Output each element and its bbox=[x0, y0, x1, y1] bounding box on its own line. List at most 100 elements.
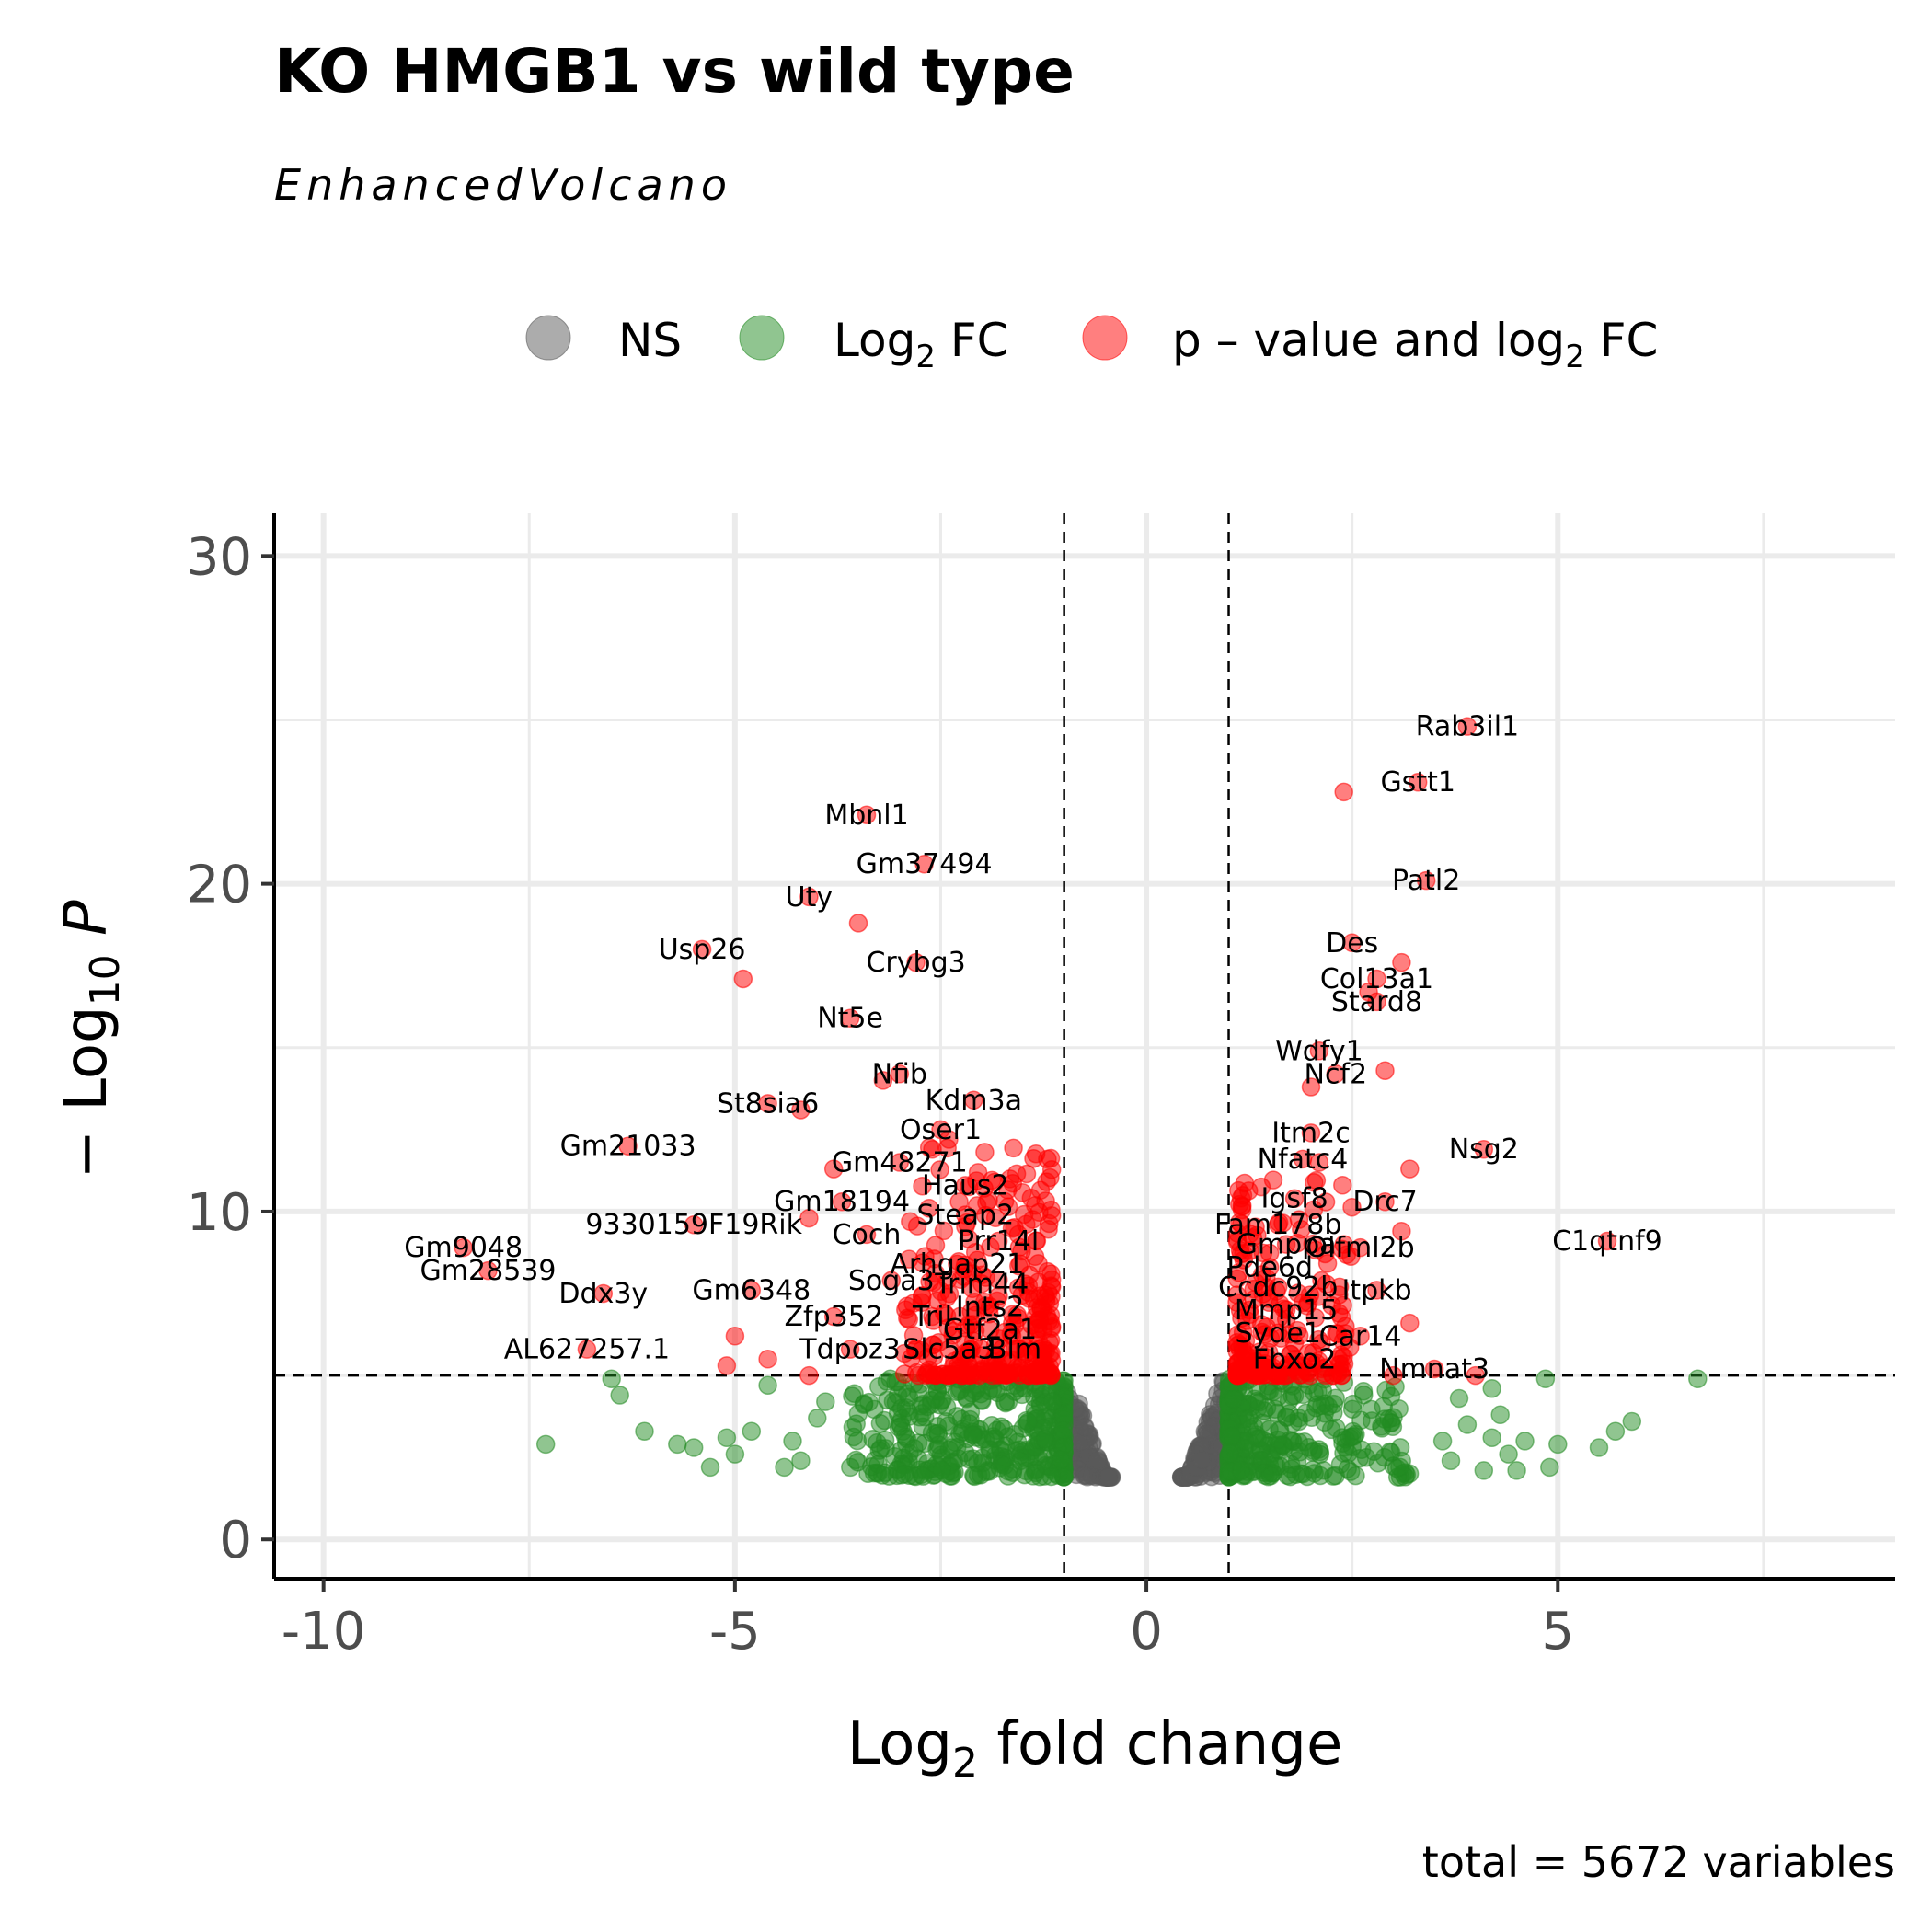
data-point bbox=[742, 1281, 762, 1300]
data-point bbox=[700, 1457, 720, 1478]
data-point bbox=[956, 1176, 975, 1195]
gene-label: Patl2 bbox=[1392, 865, 1460, 897]
data-point bbox=[937, 1270, 958, 1290]
data-point bbox=[857, 1225, 877, 1245]
data-point bbox=[956, 1205, 975, 1225]
data-point bbox=[1012, 1385, 1032, 1405]
data-point bbox=[891, 1416, 911, 1436]
data-point bbox=[791, 1451, 811, 1470]
gene-label: Tril bbox=[912, 1301, 952, 1333]
data-point bbox=[913, 1176, 932, 1196]
data-point bbox=[1333, 1176, 1352, 1195]
data-point bbox=[1227, 1293, 1247, 1313]
data-point bbox=[1605, 1421, 1626, 1441]
y-tick-label: 0 bbox=[219, 1511, 252, 1570]
x-axis-title: Log2 fold change bbox=[847, 1710, 1343, 1787]
gene-label: Gm9048 bbox=[404, 1232, 523, 1264]
data-point bbox=[931, 1120, 950, 1140]
gene-label: Gm37494 bbox=[857, 848, 993, 880]
data-point bbox=[975, 1143, 995, 1162]
gene-label: Stard8 bbox=[1331, 986, 1422, 1018]
data-point bbox=[1238, 1409, 1259, 1428]
gene-label: Igsf8 bbox=[1261, 1183, 1328, 1215]
data-point bbox=[1367, 969, 1386, 989]
data-point bbox=[1002, 1218, 1022, 1238]
data-point bbox=[758, 1375, 777, 1396]
gene-label: Drc7 bbox=[1352, 1186, 1417, 1218]
data-point bbox=[1301, 1123, 1321, 1143]
data-point bbox=[1324, 1394, 1344, 1414]
data-point bbox=[924, 1347, 944, 1367]
data-point bbox=[891, 1441, 911, 1460]
gene-label: Nsg2 bbox=[1449, 1133, 1519, 1166]
data-point bbox=[964, 1090, 983, 1110]
gene-label: Mbnl1 bbox=[824, 799, 908, 832]
data-point bbox=[1293, 1149, 1313, 1169]
legend-ns-marker bbox=[525, 315, 571, 361]
data-point bbox=[816, 1392, 835, 1411]
data-point bbox=[974, 1179, 994, 1198]
x-tick-label: -5 bbox=[709, 1602, 761, 1662]
data-point bbox=[1375, 1061, 1395, 1080]
data-point bbox=[725, 1444, 745, 1464]
data-point bbox=[791, 1100, 811, 1120]
chart-title: KO HMGB1 vs wild type bbox=[274, 36, 1075, 107]
data-point bbox=[875, 1463, 895, 1482]
data-point bbox=[1029, 1364, 1049, 1385]
gene-label: Ints2 bbox=[956, 1291, 1024, 1323]
data-point bbox=[1260, 1466, 1281, 1486]
y-tick-label: 10 bbox=[187, 1183, 252, 1243]
data-point bbox=[980, 1297, 1000, 1317]
data-point bbox=[1400, 1313, 1420, 1333]
data-point bbox=[1276, 1300, 1296, 1320]
x-tick-label: 5 bbox=[1541, 1602, 1574, 1662]
data-point bbox=[995, 1419, 1014, 1439]
data-point bbox=[1234, 1243, 1253, 1263]
data-point bbox=[1390, 1457, 1409, 1477]
data-point bbox=[948, 1254, 967, 1274]
gene-label: Ccdc92b bbox=[1218, 1271, 1338, 1304]
data-point bbox=[848, 914, 868, 933]
data-point bbox=[914, 854, 934, 874]
data-point bbox=[1474, 1461, 1494, 1480]
data-point bbox=[1303, 1234, 1323, 1254]
data-point bbox=[1400, 1159, 1420, 1179]
data-point bbox=[1342, 1197, 1362, 1217]
data-point bbox=[610, 1386, 629, 1405]
data-point bbox=[1328, 1324, 1348, 1343]
gene-label: Mmp15 bbox=[1235, 1294, 1338, 1327]
data-point bbox=[535, 1434, 556, 1455]
gene-label: 9330159F19Rik bbox=[585, 1209, 802, 1241]
data-point bbox=[846, 1450, 866, 1470]
gene-label: Pde6d bbox=[1226, 1252, 1313, 1284]
data-point bbox=[1622, 1411, 1642, 1432]
data-point bbox=[1268, 1277, 1288, 1297]
data-point bbox=[1540, 1457, 1559, 1478]
data-points bbox=[454, 717, 1708, 1487]
data-point bbox=[1392, 1222, 1411, 1241]
data-point bbox=[454, 1237, 473, 1258]
data-point bbox=[1284, 1189, 1305, 1208]
legend-pfc-marker bbox=[1082, 315, 1128, 361]
data-point bbox=[1416, 870, 1436, 891]
data-point bbox=[1029, 1254, 1048, 1273]
gene-label: AL627257.1 bbox=[504, 1334, 670, 1366]
data-point bbox=[1326, 1064, 1346, 1084]
gene-label: Steap2 bbox=[916, 1200, 1014, 1232]
data-point bbox=[1367, 1281, 1386, 1300]
data-point bbox=[913, 1286, 932, 1305]
data-point bbox=[1323, 1365, 1342, 1386]
data-point bbox=[577, 1340, 597, 1359]
gene-label: Nfib bbox=[872, 1058, 927, 1090]
data-point bbox=[1229, 1263, 1248, 1282]
data-point bbox=[1231, 1460, 1251, 1480]
data-point bbox=[1004, 1138, 1023, 1158]
data-point bbox=[1051, 1450, 1071, 1469]
data-point bbox=[1041, 1343, 1061, 1363]
data-point bbox=[1316, 1244, 1335, 1264]
legend-pfc-label: p – value and log2 FC bbox=[1172, 314, 1658, 375]
data-point bbox=[871, 1439, 891, 1458]
gene-label: Kdm3a bbox=[926, 1085, 1022, 1117]
gene-label: Car14 bbox=[1319, 1320, 1402, 1352]
grid-lines bbox=[274, 513, 1895, 1579]
